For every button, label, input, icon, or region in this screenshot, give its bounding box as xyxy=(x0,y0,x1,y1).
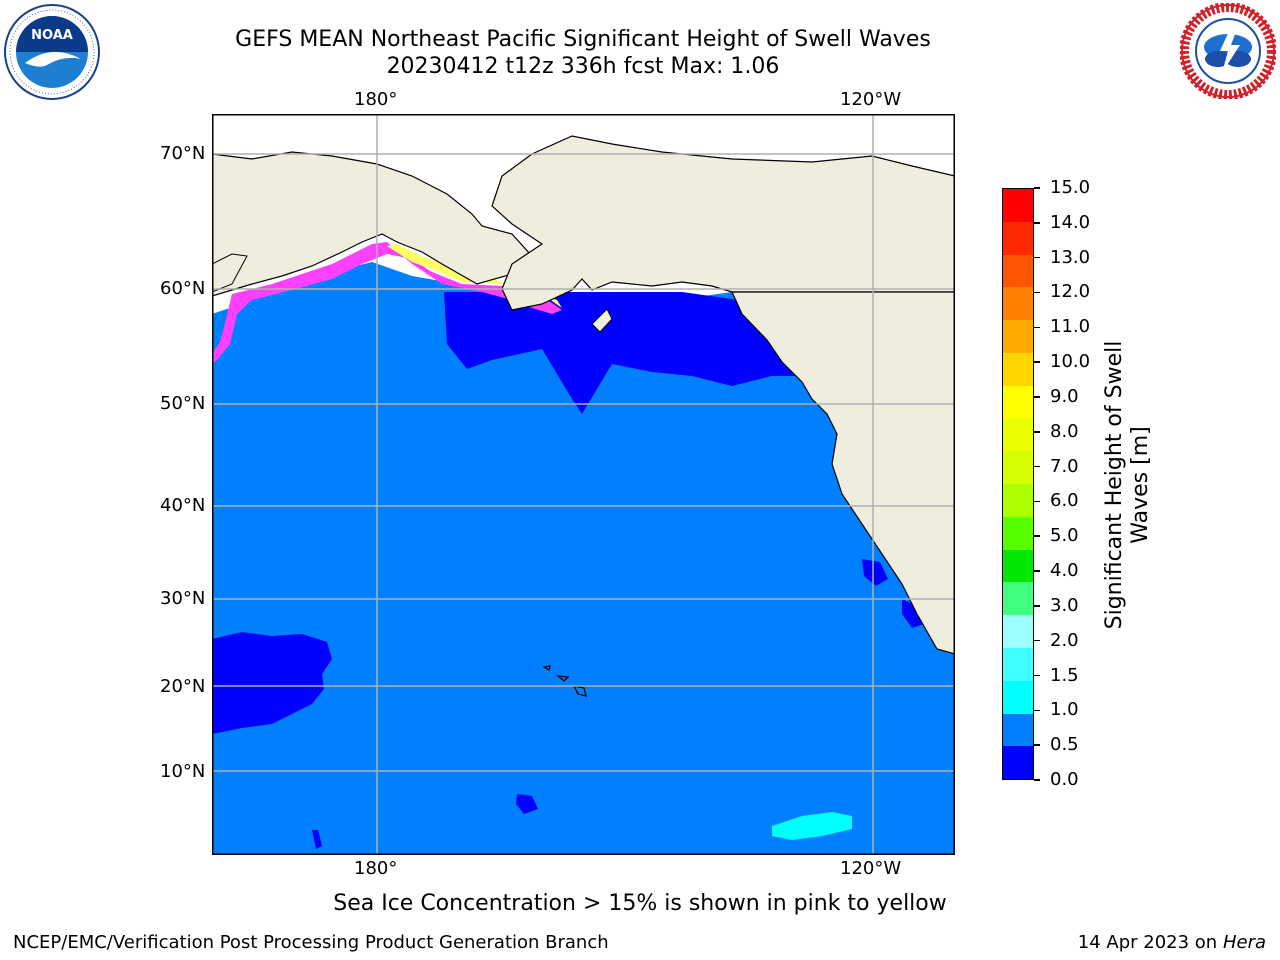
map-gridlines xyxy=(212,114,955,855)
colorbar-tick-label: 15.0 xyxy=(1050,177,1091,198)
map-canvas xyxy=(212,114,955,855)
colorbar-segment xyxy=(1003,647,1033,681)
colorbar-tick-mark xyxy=(1034,674,1040,677)
colorbar-segment xyxy=(1003,418,1033,452)
colorbar-tick-mark xyxy=(1034,639,1040,642)
lon-tick-top-180: 180° xyxy=(354,89,398,110)
colorbar-segment xyxy=(1003,680,1033,714)
colorbar-segment xyxy=(1003,352,1033,386)
colorbar-segment xyxy=(1003,713,1033,747)
colorbar-tick-label: 1.0 xyxy=(1050,699,1079,721)
colorbar-label: Significant Height of Swell Waves [m] xyxy=(1102,340,1153,630)
colorbar-tick-mark xyxy=(1034,361,1040,363)
lon-tick-bottom-120w: 120°W xyxy=(840,858,902,879)
colorbar-tick-label: 10.0 xyxy=(1050,351,1091,373)
map-title: GEFS MEAN Northeast Pacific Significant … xyxy=(235,27,931,52)
footer-date-text: 14 Apr 2023 on xyxy=(1077,932,1223,953)
colorbar-tick-label: 6.0 xyxy=(1050,490,1079,512)
colorbar-segment xyxy=(1003,549,1033,583)
colorbar-segment xyxy=(1003,582,1033,616)
colorbar-segment xyxy=(1003,484,1033,517)
footer-date: 14 Apr 2023 on Hera xyxy=(1078,932,1266,953)
colorbar-segment xyxy=(1003,221,1033,255)
land-alaska-canada xyxy=(491,135,955,311)
colorbar xyxy=(1002,188,1034,780)
colorbar-tick-mark xyxy=(1034,500,1040,503)
noaa-logo: NOAA xyxy=(4,4,100,100)
colorbar-tick-mark xyxy=(1034,779,1040,781)
lat-tick-70n: 70°N xyxy=(160,143,206,164)
lat-tick-50n: 50°N xyxy=(160,393,206,414)
footer-machine: Hera xyxy=(1222,932,1266,953)
colorbar-tick-mark xyxy=(1034,465,1040,468)
colorbar-tick-label: 12.0 xyxy=(1050,281,1091,303)
colorbar-tick-mark xyxy=(1034,326,1040,329)
colorbar-tick-mark xyxy=(1034,431,1040,433)
colorbar-tick-mark xyxy=(1034,709,1040,712)
colorbar-tick-label: 3.0 xyxy=(1050,594,1079,616)
higher-swell-region xyxy=(772,812,852,840)
colorbar-tick-label: 14.0 xyxy=(1050,211,1091,233)
colorbar-tick-label: 7.0 xyxy=(1050,455,1079,477)
colorbar-tick-label: 2.0 xyxy=(1050,629,1079,651)
lat-tick-20n: 20°N xyxy=(160,676,206,697)
colorbar-tick-label: 4.0 xyxy=(1050,560,1079,582)
colorbar-segment xyxy=(1003,287,1033,321)
colorbar-tick-label: 11.0 xyxy=(1050,316,1091,338)
land-north-america xyxy=(731,291,955,655)
map-subtitle: 20230412 t12z 336h fcst Max: 1.06 xyxy=(386,54,780,79)
colorbar-segment xyxy=(1003,189,1033,222)
sea-ice-note: Sea Ice Concentration > 15% is shown in … xyxy=(333,891,947,916)
colorbar-tick-mark xyxy=(1034,605,1040,607)
colorbar-segment xyxy=(1003,385,1033,419)
colorbar-tick-mark xyxy=(1034,291,1040,294)
colorbar-tick-mark xyxy=(1034,222,1040,224)
colorbar-tick-label: 13.0 xyxy=(1050,246,1091,268)
lat-tick-40n: 40°N xyxy=(160,495,206,516)
low-swell-region xyxy=(444,292,824,414)
lon-tick-bottom-180: 180° xyxy=(354,858,398,879)
colorbar-tick-label: 8.0 xyxy=(1050,420,1079,442)
colorbar-tick-label: 9.0 xyxy=(1050,385,1079,407)
lat-tick-60n: 60°N xyxy=(160,278,206,299)
colorbar-tick-mark xyxy=(1034,396,1040,398)
colorbar-segment xyxy=(1003,451,1033,485)
nws-logo xyxy=(1180,3,1276,99)
lon-tick-top-120w: 120°W xyxy=(840,89,902,110)
colorbar-tick-label: 1.5 xyxy=(1050,664,1079,686)
colorbar-segment xyxy=(1003,615,1033,648)
colorbar-tick-label: 5.0 xyxy=(1050,525,1079,547)
colorbar-tick-label: 0.0 xyxy=(1050,769,1079,790)
noaa-logo-text: NOAA xyxy=(31,28,73,43)
colorbar-ticks: 15.0 14.0 13.0 12.0 11.0 10.0 9.0 8.0 7.0 6.0 5.0 4… xyxy=(1034,177,1114,790)
colorbar-segment xyxy=(1003,746,1033,780)
colorbar-segment xyxy=(1003,516,1033,550)
footer-credit: NCEP/EMC/Verification Post Processing Pr… xyxy=(13,932,609,953)
colorbar-tick-mark xyxy=(1034,187,1040,189)
colorbar-segment xyxy=(1003,254,1033,288)
colorbar-tick-mark xyxy=(1034,535,1040,537)
colorbar-segment xyxy=(1003,320,1033,353)
colorbar-tick-mark xyxy=(1034,256,1040,259)
colorbar-tick-mark xyxy=(1034,570,1040,572)
colorbar-tick-label: 0.5 xyxy=(1050,734,1079,756)
hawaii-islands xyxy=(542,665,587,697)
lat-tick-30n: 30°N xyxy=(160,588,206,609)
lat-tick-10n: 10°N xyxy=(160,761,206,782)
colorbar-tick-mark xyxy=(1034,744,1040,746)
